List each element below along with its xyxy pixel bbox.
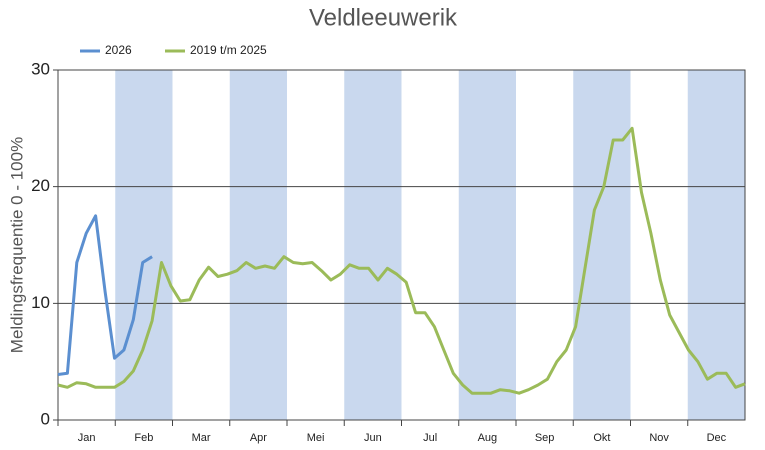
month-band <box>458 70 516 420</box>
legend-label: 2019 t/m 2025 <box>190 43 267 57</box>
x-tick-label: Jan <box>78 432 96 444</box>
month-band <box>229 70 287 420</box>
x-tick-label: Mar <box>192 432 211 444</box>
x-tick-label: Dec <box>707 432 727 444</box>
y-tick-label: 30 <box>31 59 50 78</box>
x-tick-label: Sep <box>535 432 555 444</box>
x-tick-label: Jun <box>364 432 382 444</box>
y-tick-label: 0 <box>41 409 50 428</box>
series-line <box>57 214 153 376</box>
series-line <box>57 126 746 395</box>
month-band <box>573 70 631 420</box>
x-tick-label: Jul <box>423 432 437 444</box>
month-band <box>687 70 745 420</box>
y-tick-label: 10 <box>31 293 50 312</box>
x-tick-label: Aug <box>478 432 498 444</box>
x-tick-label: Feb <box>134 432 153 444</box>
y-tick-label: 20 <box>31 176 50 195</box>
y-axis-label: Meldingsfrequentie 0 - 100% <box>7 137 26 353</box>
month-band <box>344 70 402 420</box>
x-tick-label: Apr <box>250 432 267 444</box>
x-tick-label: Okt <box>593 432 610 444</box>
x-tick-label: Nov <box>649 432 669 444</box>
chart-title: Veldleeuwerik <box>309 4 458 31</box>
month-band <box>115 70 173 420</box>
legend-label: 2026 <box>105 43 132 57</box>
plot-frame <box>57 69 746 421</box>
x-tick-label: Mei <box>307 432 325 444</box>
